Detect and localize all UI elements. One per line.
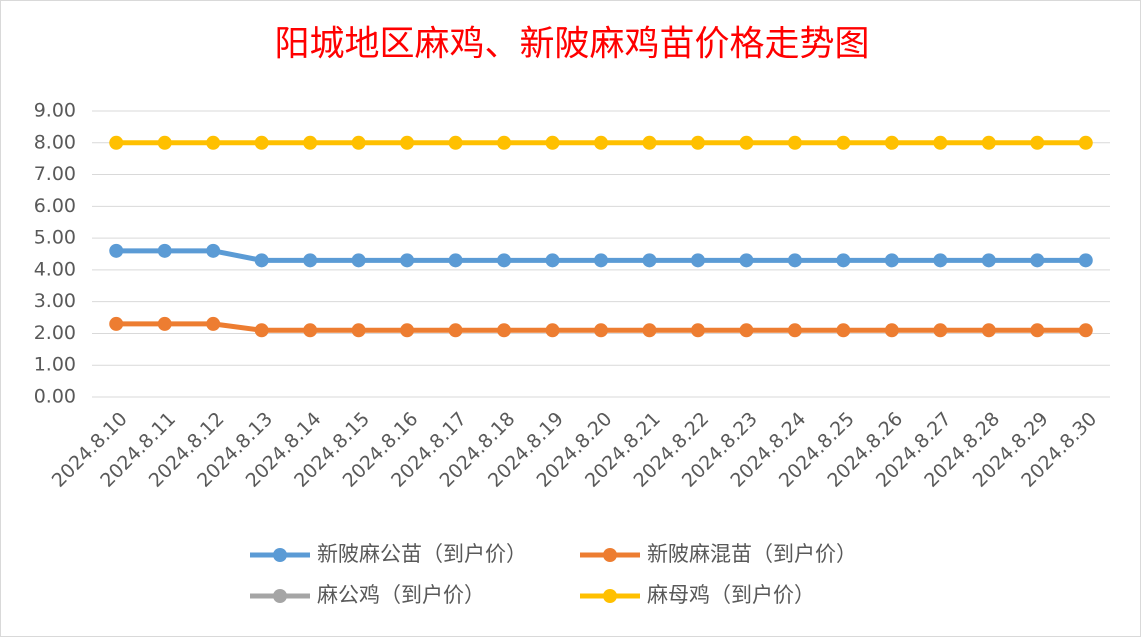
point	[884, 253, 899, 268]
point	[545, 323, 560, 338]
y-tick-label: 5.00	[34, 227, 76, 249]
point	[836, 253, 851, 268]
point	[690, 135, 705, 150]
point	[400, 135, 415, 150]
point	[594, 323, 608, 338]
point	[351, 253, 366, 268]
legend-marker	[603, 589, 617, 603]
point	[1078, 323, 1093, 338]
chart-title: 阳城地区麻鸡、新陂麻鸡苗价格走势图	[274, 25, 869, 65]
point	[254, 253, 269, 268]
point	[981, 135, 996, 150]
legend-marker	[273, 548, 287, 562]
point	[1078, 253, 1093, 268]
point	[836, 323, 851, 338]
y-tick-label: 1.00	[34, 354, 76, 376]
point	[690, 323, 705, 338]
legend-label: 麻公鸡（到户价）	[317, 583, 485, 607]
point	[109, 135, 124, 150]
legend-label: 新陂麻混苗（到户价）	[647, 542, 857, 566]
y-tick-label: 3.00	[34, 290, 76, 312]
point	[254, 135, 269, 150]
point	[1030, 253, 1045, 268]
point	[351, 323, 366, 338]
point	[594, 253, 608, 268]
point	[739, 323, 754, 338]
point	[206, 243, 221, 258]
point	[787, 253, 802, 268]
legend-marker	[603, 548, 617, 562]
point	[1078, 135, 1093, 150]
point	[157, 316, 172, 331]
point	[109, 316, 124, 331]
point	[303, 323, 318, 338]
point	[642, 253, 657, 268]
point	[497, 323, 512, 338]
y-tick-label: 0.00	[34, 386, 76, 408]
point	[448, 135, 463, 150]
point	[739, 253, 754, 268]
point	[206, 316, 221, 331]
point	[254, 323, 269, 338]
point	[594, 135, 608, 150]
point	[933, 253, 948, 268]
point	[303, 135, 318, 150]
point	[157, 135, 172, 150]
point	[787, 135, 802, 150]
point	[400, 253, 415, 268]
point	[400, 323, 415, 338]
point	[545, 253, 560, 268]
point	[739, 135, 754, 150]
legend-label: 麻母鸡（到户价）	[647, 583, 815, 607]
y-tick-label: 9.00	[34, 100, 76, 122]
point	[157, 243, 172, 258]
point	[884, 135, 899, 150]
point	[787, 323, 802, 338]
point	[448, 323, 463, 338]
y-tick-label: 8.00	[34, 131, 76, 153]
point	[1030, 323, 1045, 338]
point	[448, 253, 463, 268]
point	[545, 135, 560, 150]
point	[884, 323, 899, 338]
point	[303, 253, 318, 268]
point	[109, 243, 124, 258]
y-tick-label: 6.00	[34, 195, 76, 217]
point	[351, 135, 366, 150]
point	[690, 253, 705, 268]
y-tick-label: 2.00	[34, 322, 76, 344]
y-tick-label: 7.00	[34, 163, 76, 185]
point	[981, 253, 996, 268]
legend-marker	[273, 589, 287, 603]
point	[642, 323, 657, 338]
point	[933, 135, 948, 150]
point	[497, 253, 512, 268]
point	[497, 135, 512, 150]
y-tick-label: 4.00	[34, 258, 76, 280]
point	[206, 135, 221, 150]
point	[642, 135, 657, 150]
point	[981, 323, 996, 338]
point	[1030, 135, 1045, 150]
legend-label: 新陂麻公苗（到户价）	[317, 542, 527, 566]
point	[836, 135, 851, 150]
point	[933, 323, 948, 338]
